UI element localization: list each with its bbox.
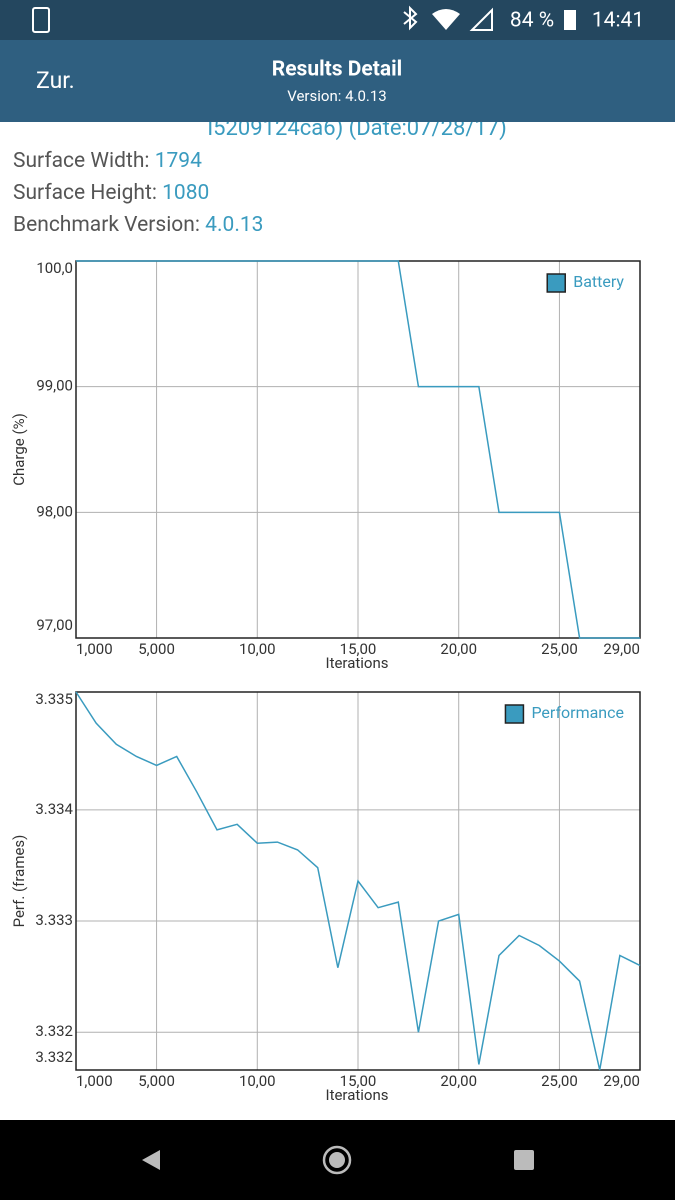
x-tick-label: 5,000	[138, 1072, 175, 1090]
plot-frame	[75, 691, 641, 1071]
info-value: 1080	[162, 181, 209, 205]
legend-label: Performance	[531, 703, 624, 722]
clock: 14:41	[592, 9, 644, 33]
legend-swatch	[504, 704, 525, 724]
y-axis-title: Charge (%)	[10, 413, 28, 486]
data-line	[75, 691, 641, 1071]
info-row: Benchmark Version: 4.0.13	[13, 213, 263, 237]
y-tick-label: 3.333	[35, 911, 73, 929]
y-tick-label: 3.335	[35, 690, 73, 708]
app-bar	[0, 40, 675, 122]
battery-icon	[564, 10, 576, 30]
nav-home[interactable]	[322, 1145, 352, 1175]
nav-recents[interactable]	[514, 1150, 534, 1170]
x-tick-label: 15,00	[340, 1072, 377, 1090]
bluetooth-icon	[403, 5, 418, 31]
y-tick-label: 3.334	[35, 800, 73, 818]
x-axis-title: Iterations	[325, 654, 388, 672]
wifi-icon	[432, 9, 460, 30]
screen-title: Results Detail	[272, 58, 402, 82]
info-label: Benchmark Version:	[13, 213, 205, 237]
y-axis-title: Perf. (frames)	[10, 835, 28, 928]
back-button[interactable]: Zur.	[36, 67, 75, 94]
y-tick-label: 99,00	[36, 377, 73, 395]
info-row: Surface Height: 1080	[13, 181, 209, 205]
y-tick-label: 100,0	[36, 259, 73, 277]
y-tick-label: 3.332	[35, 1048, 73, 1066]
phone-icon	[32, 7, 50, 33]
x-tick-label: 1,000	[76, 1072, 113, 1090]
status-bar	[0, 0, 675, 40]
nav-back[interactable]	[142, 1150, 160, 1170]
info-label: Surface Width:	[13, 149, 155, 173]
x-tick-label: 20,00	[440, 1072, 477, 1090]
info-value: 4.0.13	[205, 213, 263, 237]
screen-subtitle: Version: 4.0.13	[287, 87, 386, 105]
info-value: 1794	[155, 149, 202, 173]
info-label: Surface Height:	[13, 181, 162, 205]
info-row: Surface Width: 1794	[13, 149, 202, 173]
y-tick-label: 3.332	[35, 1022, 73, 1040]
y-tick-label: 97,00	[36, 616, 73, 634]
signal-icon	[469, 7, 493, 31]
x-axis-title: Iterations	[325, 1086, 388, 1104]
x-tick-label: 29,00	[603, 640, 640, 658]
x-tick-label: 15,00	[340, 640, 377, 658]
x-tick-label: 10,00	[239, 1072, 276, 1090]
x-tick-label: 25,00	[541, 640, 578, 658]
legend-swatch	[546, 273, 566, 293]
x-tick-label: 5,000	[138, 640, 175, 658]
x-tick-label: 29,00	[603, 1072, 640, 1090]
device-line: I5209124ca6) (Date:07/28/17)	[207, 116, 507, 141]
y-tick-label: 98,00	[36, 502, 73, 520]
nav-home-dot	[329, 1152, 345, 1168]
x-tick-label: 10,00	[239, 640, 276, 658]
data-line	[76, 260, 640, 639]
x-tick-label: 20,00	[440, 640, 477, 658]
battery-percent: 84 %	[510, 9, 554, 33]
legend-label: Battery	[573, 272, 624, 291]
x-tick-label: 25,00	[541, 1072, 578, 1090]
x-tick-label: 1,000	[76, 640, 113, 658]
